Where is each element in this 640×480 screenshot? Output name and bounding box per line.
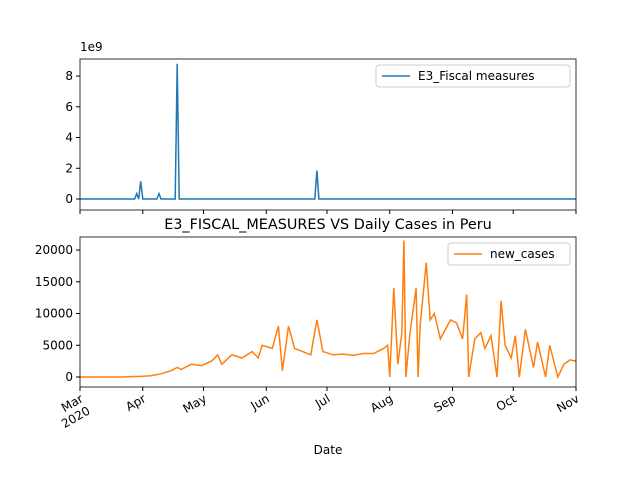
subplot-title: E3_FISCAL_MEASURES VS Daily Cases in Per… <box>164 217 492 233</box>
legend-box <box>447 242 571 266</box>
x-tick-label: Apr <box>123 391 148 414</box>
line <box>80 63 576 200</box>
x-tick-label: Mar2020 <box>52 391 93 431</box>
x-tick-label: Oct <box>494 391 519 414</box>
y-tick-label: 5000 <box>42 338 73 352</box>
line <box>80 240 577 380</box>
y-tick-label: 20000 <box>35 243 73 257</box>
x-tick-label: Nov <box>554 391 581 415</box>
y-offset-label: 1e9 <box>80 40 103 54</box>
y-tick-label: 0 <box>65 192 73 206</box>
y-tick-label: 15000 <box>35 275 73 289</box>
x-tick-label: Sep <box>431 391 458 414</box>
x-tick-label: Jun <box>248 391 272 413</box>
y-tick-label: 4 <box>65 131 73 145</box>
x-tick-label: Aug <box>368 391 395 415</box>
y-tick-label: 10000 <box>35 307 73 321</box>
plot-frame <box>79 236 577 388</box>
y-tick-label: 6 <box>65 100 73 114</box>
y-tick-label: 0 <box>65 370 73 384</box>
y-tick-label: 2 <box>65 161 73 175</box>
x-tick-label: May <box>181 391 209 416</box>
legend-label: E3_Fiscal measures <box>418 69 535 83</box>
x-axis-label: Date <box>314 443 343 457</box>
legend-label: new_cases <box>490 247 555 261</box>
plot-frame <box>79 58 577 211</box>
y-tick-label: 8 <box>65 69 73 83</box>
legend-box <box>375 64 571 88</box>
x-tick-label: Jul <box>312 391 332 411</box>
